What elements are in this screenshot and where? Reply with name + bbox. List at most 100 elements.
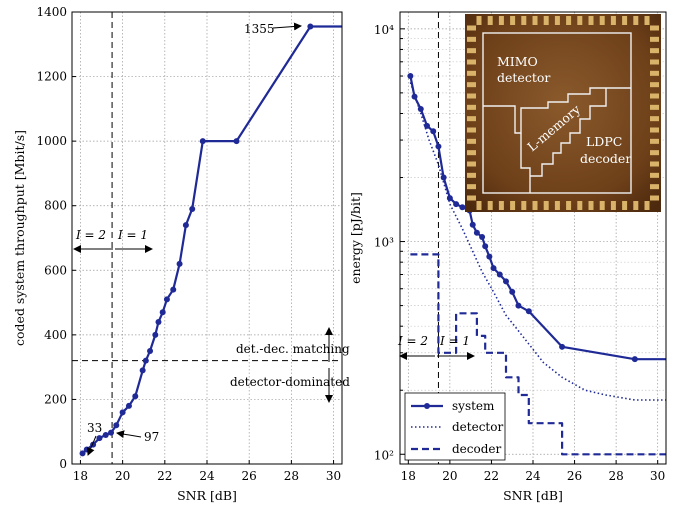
chip-pin-bottom-10 [588, 201, 594, 210]
left-throughput-series [79, 23, 342, 457]
chip-partition-left [520, 133, 531, 193]
system-point-19 [509, 288, 516, 295]
chip-pins [467, 16, 659, 210]
throughput-point-13 [152, 331, 159, 338]
left-xtick-22: 22 [157, 469, 172, 483]
chip-die [465, 14, 661, 212]
chip-pin-left-3 [467, 59, 476, 65]
chip-partition-staircase [530, 88, 607, 177]
chip-pin-left-2 [467, 48, 476, 54]
right-xtick-22: 22 [484, 469, 499, 483]
chip-pin-right-15 [650, 195, 659, 201]
left-ytick-200: 200 [44, 392, 67, 406]
system-point-5 [435, 143, 442, 150]
throughput-point-1 [83, 446, 90, 453]
left-xtick-24: 24 [199, 469, 215, 483]
chip-pin-top-7 [554, 16, 560, 25]
left-ytick-1400: 1400 [36, 5, 67, 19]
chip-label-detector: detector [497, 70, 550, 85]
chip-pin-top-12 [610, 16, 616, 25]
system-point-2 [417, 105, 424, 112]
throughput-point-3 [96, 435, 103, 442]
left-ytick-1000: 1000 [36, 134, 67, 148]
left-ylabel: coded system throughput [Mbit/s] [12, 130, 27, 346]
chip-pin-top-1 [487, 16, 493, 25]
legend: system detector decoder [404, 392, 506, 461]
chip-pin-bottom-13 [622, 201, 628, 210]
legend-system-marker [424, 403, 430, 409]
chip-pin-left-5 [467, 82, 476, 88]
left-xlabel: SNR [dB] [177, 488, 237, 503]
system-point-12 [473, 229, 480, 236]
chip-pin-right-8 [650, 116, 659, 122]
chip-pin-right-9 [650, 127, 659, 133]
right-ytick-2: 10² [374, 448, 394, 462]
chip-pin-bottom-15 [644, 201, 650, 210]
throughput-point-7 [119, 409, 126, 416]
chip-pin-right-14 [650, 184, 659, 190]
chip-photo-inset: MIMO detector L-memory LDPC decoder [465, 14, 661, 212]
throughput-point-6 [113, 422, 120, 429]
right-xtick-26: 26 [567, 469, 582, 483]
chip-partition-upper [483, 87, 631, 134]
chip-pin-bottom-14 [633, 201, 639, 210]
anno-detector-dominated: detector-dominated [230, 375, 350, 389]
chip-pin-right-3 [650, 59, 659, 65]
left-ytick-1200: 1200 [36, 70, 67, 84]
system-point-18 [502, 278, 509, 285]
left-grid [72, 12, 342, 464]
left-xtick-20: 20 [115, 469, 130, 483]
chip-pin-top-0 [476, 16, 482, 25]
system-point-6 [440, 174, 447, 181]
throughput-point-4 [102, 431, 109, 438]
system-point-9 [459, 204, 466, 211]
throughput-point-8 [125, 402, 132, 409]
right-xtick-28: 28 [608, 469, 623, 483]
chip-pin-bottom-12 [610, 201, 616, 210]
anno-33-arrow [87, 435, 97, 456]
left-ytick-400: 400 [44, 328, 67, 342]
chip-pin-bottom-4 [521, 201, 527, 210]
chip-label-ldpc: LDPC [586, 134, 622, 149]
chip-pin-left-0 [467, 25, 476, 31]
right-ytick-4: 10⁴ [374, 23, 394, 37]
anno-right-i1: I = 1 [439, 334, 470, 348]
anno-right-i2: I = 2 [397, 334, 428, 348]
chip-pin-bottom-1 [487, 201, 493, 210]
chip-pin-right-1 [650, 36, 659, 42]
anno-det-dec-matching: det.-dec. matching [236, 342, 350, 356]
chip-pin-left-11 [467, 150, 476, 156]
system-point-4 [430, 128, 437, 135]
throughput-point-20 [189, 205, 196, 212]
system-point-0 [407, 73, 414, 80]
system-point-22 [559, 343, 566, 350]
chip-pin-left-10 [467, 138, 476, 144]
chip-pin-right-13 [650, 172, 659, 178]
left-tick-labels: 18 20 22 24 26 28 30 0 200 400 600 800 1000 1200 1400 [36, 5, 341, 483]
chip-pin-right-7 [650, 104, 659, 110]
chip-label-decoder: decoder [580, 151, 631, 166]
chip-pin-left-4 [467, 70, 476, 76]
anno-1355-arrow [272, 22, 302, 31]
throughput-point-5 [108, 429, 115, 436]
chip-pin-bottom-9 [577, 201, 583, 210]
chip-pin-left-15 [467, 195, 476, 201]
right-ylabel: energy [pJ/bit] [348, 192, 363, 284]
chip-pin-top-14 [633, 16, 639, 25]
left-xtick-18: 18 [73, 469, 88, 483]
chip-pin-top-5 [532, 16, 538, 25]
right-energy-chart: MIMO detector L-memory LDPC decoder 18 20… [348, 11, 667, 503]
right-xtick-18: 18 [401, 469, 416, 483]
right-tick-labels: 18 20 22 24 26 28 30 10² 10³ 10⁴ [374, 23, 665, 483]
system-point-11 [469, 221, 476, 228]
right-xtick-30: 30 [650, 469, 665, 483]
chip-pin-top-15 [644, 16, 650, 25]
throughput-point-21 [199, 138, 206, 145]
chip-pin-left-9 [467, 127, 476, 133]
system-point-23 [631, 356, 638, 363]
system-point-3 [424, 122, 431, 129]
throughput-point-18 [176, 260, 183, 267]
system-point-17 [496, 271, 503, 278]
throughput-point-10 [139, 367, 146, 374]
legend-decoder-label: decoder [452, 442, 502, 456]
